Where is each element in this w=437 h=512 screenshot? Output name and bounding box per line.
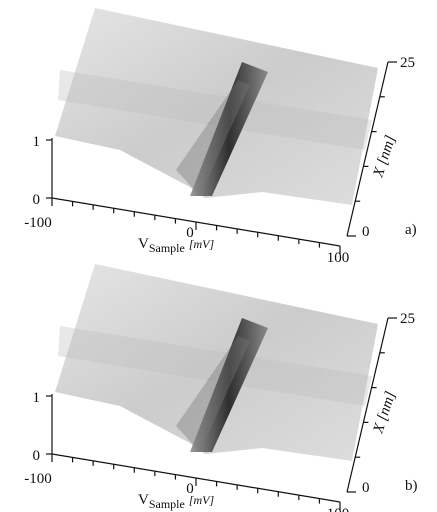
x-tick-label: 0 [186, 481, 194, 497]
depth-tick-label: 0 [362, 224, 370, 240]
surface [55, 8, 378, 205]
x-tick-label: 100 [327, 506, 350, 512]
valley [190, 62, 268, 196]
z-tick-label: 1 [33, 390, 41, 406]
valley-shade [176, 336, 250, 452]
surface-band [58, 326, 372, 406]
depth-axis [346, 61, 389, 237]
x-tick-label: 0 [186, 225, 194, 241]
panel-label: b) [405, 478, 418, 494]
surface-band [58, 70, 372, 150]
depth-tick-label: 25 [400, 311, 415, 327]
depth-tick-label: 0 [362, 480, 370, 496]
x-axis-label: VSample [mV] [138, 492, 215, 511]
surface [55, 264, 378, 461]
depth-axis-label: X [nm] [370, 133, 399, 180]
valley-shade [176, 80, 250, 196]
x-label-main: V [138, 492, 149, 508]
z-tick-label: 1 [33, 134, 41, 150]
depth-tick-label: 25 [400, 55, 415, 71]
x-tick-label: 100 [327, 250, 350, 266]
z-tick-label: 0 [33, 448, 41, 464]
valley [190, 318, 268, 452]
x-tick-label: -100 [24, 471, 52, 487]
x-label-main: V [138, 236, 149, 252]
z-tick-label: 0 [33, 192, 41, 208]
panel-label: a) [405, 222, 417, 238]
x-label-sub: Sample [149, 497, 185, 511]
x-axis-label: VSample [mV] [138, 236, 215, 255]
depth-axis [346, 317, 389, 493]
x-tick-label: -100 [24, 215, 52, 231]
x-label-unit: [mV] [189, 493, 215, 507]
depth-axis-label: X [nm] [370, 389, 399, 436]
x-label-unit: [mV] [189, 237, 215, 251]
x-label-sub: Sample [149, 241, 185, 255]
